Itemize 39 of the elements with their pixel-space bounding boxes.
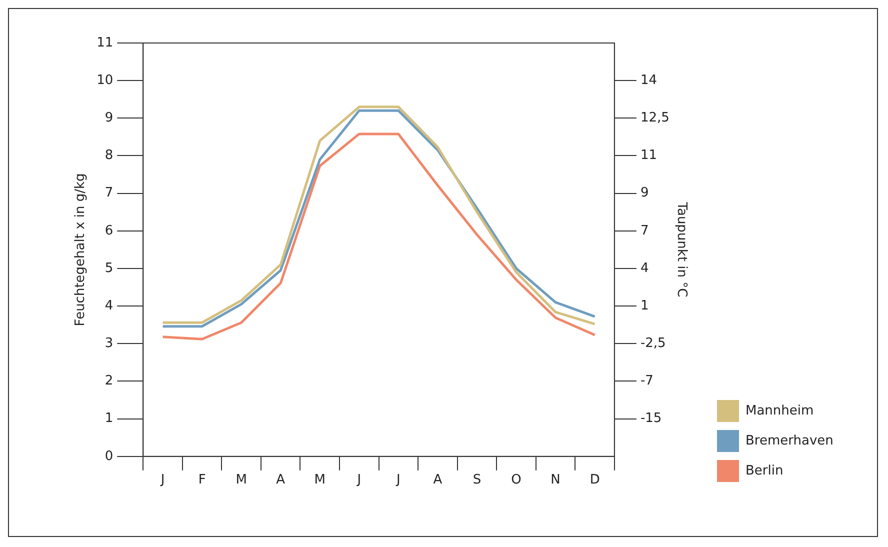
- x-tick-label: J: [396, 472, 400, 488]
- x-tick-label: M: [314, 472, 326, 488]
- x-tick-label: O: [511, 472, 522, 488]
- category-label: 1: [640, 298, 649, 314]
- y-tick-label: 9: [104, 110, 114, 126]
- x-tick-label: J: [356, 472, 362, 488]
- legend-label: Bremerhaven: [746, 433, 834, 448]
- y-tick-label: 8: [104, 148, 114, 164]
- category-label: -2,5: [640, 336, 666, 352]
- category-label: 9: [640, 186, 649, 201]
- y-tick-label: 10: [96, 72, 114, 88]
- category-label: 4: [640, 260, 649, 276]
- y-tick-label: 5: [104, 260, 114, 276]
- y-axis-title: Feuchtegehalt x in g/kg: [73, 173, 88, 326]
- y-tick-label: 11: [96, 35, 114, 50]
- category-label: 14: [640, 72, 657, 88]
- y2-axis-title: Taupunkt in °C: [674, 201, 689, 298]
- y-tick-label: 2: [104, 374, 114, 389]
- category-label: -15: [640, 411, 662, 426]
- x-tick-label: M: [236, 472, 247, 488]
- y-tick-label: 6: [104, 223, 114, 238]
- x-tick-label: S: [472, 472, 482, 488]
- x-tick-label: A: [276, 472, 286, 488]
- legend-label: Mannheim: [746, 403, 814, 418]
- y-tick-label: 1: [104, 411, 114, 426]
- y-tick-label: 7: [104, 186, 114, 201]
- x-tick-label: N: [550, 472, 560, 488]
- category-label: 7: [640, 223, 649, 238]
- x-tick-label: J: [160, 472, 165, 488]
- category-label: 12,5: [640, 110, 670, 126]
- x-tick-label: A: [433, 472, 442, 488]
- y-tick-label: 3: [104, 336, 114, 352]
- y-tick-label: 4: [104, 298, 114, 314]
- x-tick-label: F: [198, 472, 206, 488]
- y-tick-label: 0: [104, 448, 114, 464]
- category-label: -7: [640, 374, 654, 389]
- x-tick-label: D: [590, 472, 600, 488]
- legend-label: Berlin: [746, 463, 784, 478]
- category-label: 11: [640, 148, 657, 164]
